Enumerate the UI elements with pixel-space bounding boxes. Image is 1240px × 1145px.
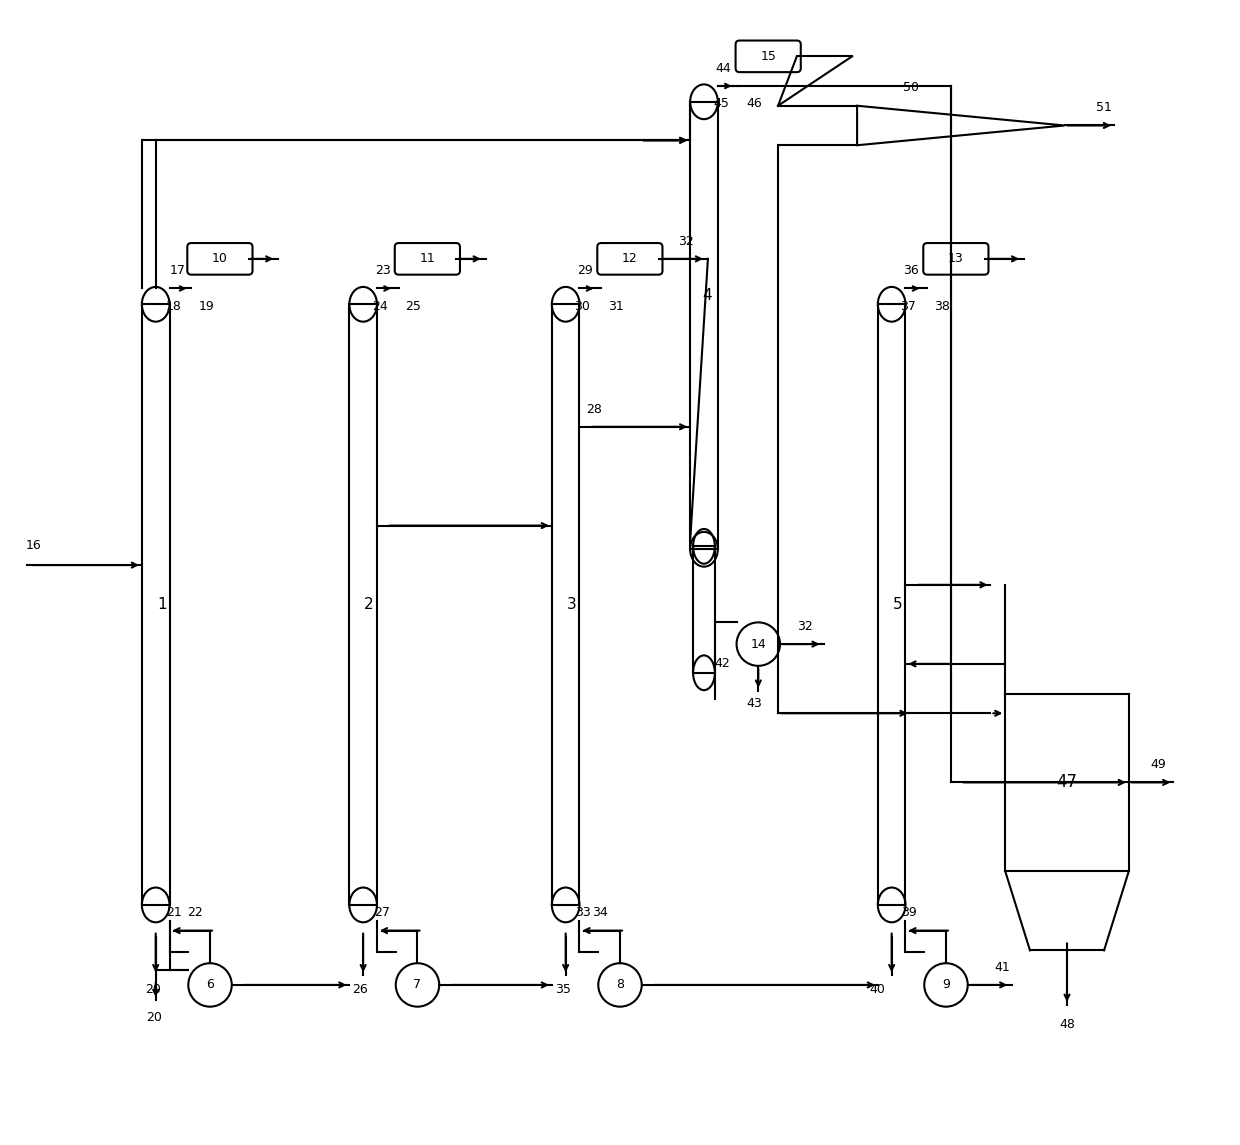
Text: 32: 32 [678,235,694,247]
Text: 41: 41 [994,961,1011,973]
Text: 45: 45 [714,97,729,110]
Text: 32: 32 [797,619,812,633]
Text: 6: 6 [206,979,215,992]
Text: 43: 43 [746,697,763,710]
Text: 21: 21 [166,907,182,919]
Text: 50: 50 [904,81,919,94]
Text: 9: 9 [942,979,950,992]
Text: 49: 49 [1151,758,1167,771]
Text: 16: 16 [25,539,41,552]
Text: 30: 30 [574,300,590,313]
Text: 39: 39 [901,907,918,919]
Text: 20: 20 [146,1011,161,1024]
Text: 44: 44 [715,62,732,74]
Text: 40: 40 [869,984,885,996]
Text: 11: 11 [419,252,435,266]
Text: 7: 7 [413,979,422,992]
Text: 29: 29 [578,264,593,277]
Text: 37: 37 [900,300,916,313]
Text: 20: 20 [145,984,161,996]
Text: 25: 25 [405,300,422,313]
Text: 4: 4 [702,289,712,303]
Text: 2: 2 [365,597,374,613]
Text: 23: 23 [374,264,391,277]
Text: 28: 28 [587,403,603,416]
Text: 22: 22 [187,907,203,919]
Text: 14: 14 [750,638,766,650]
Text: 47: 47 [1056,773,1078,791]
Text: 17: 17 [170,264,185,277]
Text: 12: 12 [622,252,637,266]
Text: 5: 5 [893,597,903,613]
Text: 33: 33 [575,907,591,919]
Text: 38: 38 [934,300,950,313]
Text: 24: 24 [372,300,388,313]
Text: 15: 15 [760,50,776,63]
Text: 51: 51 [1096,101,1112,114]
Text: 31: 31 [608,300,624,313]
Text: 8: 8 [616,979,624,992]
Text: 34: 34 [593,907,608,919]
Text: 18: 18 [166,300,181,313]
Text: 48: 48 [1059,1018,1075,1030]
Text: 1: 1 [156,597,166,613]
Text: 27: 27 [374,907,389,919]
Text: 46: 46 [746,97,763,110]
Text: 13: 13 [949,252,963,266]
Text: 19: 19 [198,300,215,313]
Text: 3: 3 [567,597,577,613]
Text: 10: 10 [212,252,228,266]
Text: 36: 36 [904,264,919,277]
Text: 42: 42 [714,657,729,670]
Text: 35: 35 [554,984,570,996]
Text: 26: 26 [352,984,368,996]
